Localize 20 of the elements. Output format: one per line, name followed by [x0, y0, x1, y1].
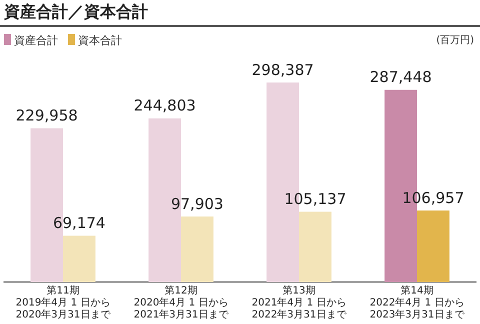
- bar: [181, 216, 214, 282]
- legend-label: 資産合計: [13, 33, 58, 48]
- x-tick-label: 第11期 2019年4月 1 日から 2020年3月31日まで: [16, 284, 112, 321]
- data-label: 97,903: [170, 194, 224, 213]
- data-label: 106,957: [402, 188, 464, 207]
- chart-title: 資産合計／資本合計: [4, 2, 148, 23]
- text: (百万円): [436, 34, 474, 47]
- bar: [417, 210, 450, 282]
- bar: [63, 236, 96, 282]
- data-label: 287,448: [370, 68, 432, 86]
- data-label: 229,958: [16, 106, 78, 125]
- data-label: 298,387: [252, 60, 314, 79]
- legend-label: 資本合計: [77, 33, 122, 48]
- x-tick-label: 第12期 2020年4月 1 日から 2021年3月31日まで: [134, 284, 230, 321]
- data-label: 244,803: [134, 96, 196, 115]
- x-tick-label: 第14期 2022年4月 1 日から 2023年3月31日まで: [370, 284, 466, 321]
- bar: [299, 212, 332, 282]
- data-label: 105,137: [284, 190, 346, 208]
- data-label: 69,174: [52, 214, 106, 232]
- x-tick-label: 第13期 2021年4月 1 日から 2022年3月31日まで: [252, 284, 348, 321]
